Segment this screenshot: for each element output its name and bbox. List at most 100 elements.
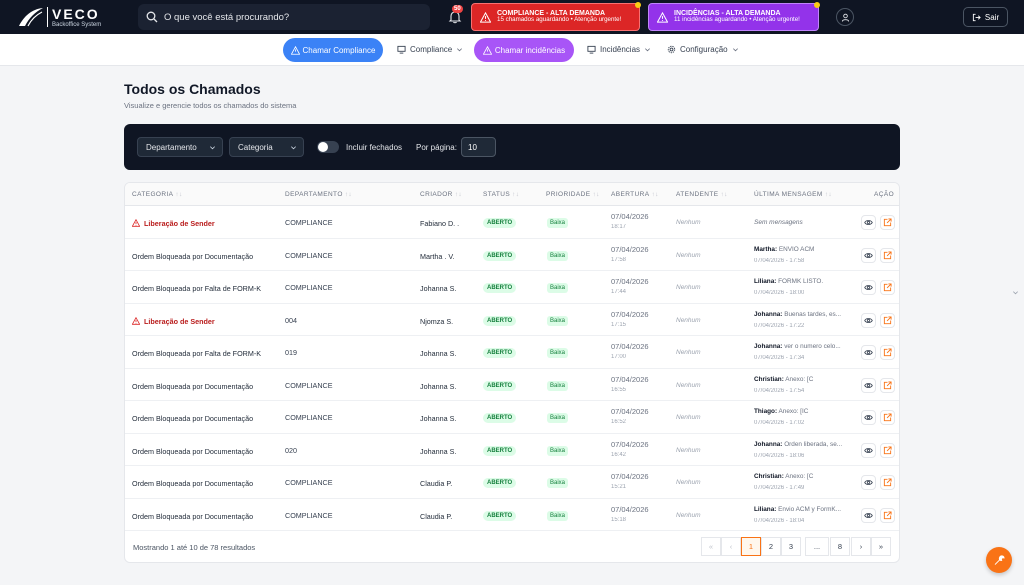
logout-button[interactable]: Sair (963, 7, 1008, 27)
logout-icon (972, 13, 981, 21)
open-button[interactable] (880, 475, 895, 490)
page-subtitle: Visualize e gerencie todos os chamados d… (124, 101, 297, 110)
chamar-incidencias-button[interactable]: Chamar incidências (474, 38, 574, 62)
external-edit-icon (883, 445, 892, 454)
last-message-text: Johanna: Orden liberada, se... (754, 440, 843, 448)
table-row[interactable]: Ordem Bloqueada por Documentação COMPLIAN… (125, 369, 899, 401)
compliance-alert[interactable]: COMPLIANCE - ALTA DEMANDA 15 chamados ag… (471, 2, 641, 31)
table-row[interactable]: Ordem Bloqueada por Documentação 020 Johan… (125, 434, 899, 466)
nav-configuracao-menu[interactable]: Configuração (667, 45, 739, 54)
col-departamento[interactable]: DEPARTAMENTO ↑↓ (285, 191, 353, 198)
open-button[interactable] (880, 410, 895, 425)
attendant-cell: Nenhum (676, 284, 701, 291)
last-message-date: 07/04/2026 - 18:04 (754, 517, 805, 524)
departamento-select[interactable]: Departamento (137, 137, 223, 157)
external-edit-icon (883, 413, 892, 422)
eye-icon (864, 220, 873, 225)
view-button[interactable] (861, 377, 876, 393)
page-button[interactable]: 8 (830, 537, 850, 556)
status-badge: ABERTO (483, 413, 517, 423)
status-badge: ABERTO (483, 283, 517, 293)
external-edit-icon (883, 218, 892, 227)
open-button[interactable] (880, 312, 895, 328)
last-message-text: Martha: ENVIO ACM (754, 245, 815, 253)
open-button[interactable] (880, 247, 895, 263)
incluir-fechados-toggle[interactable] (317, 141, 339, 153)
col-atendente[interactable]: ATENDENTE ↑↓ (676, 191, 728, 198)
col-criador[interactable]: CRIADOR ↑↓ (420, 191, 463, 198)
warning-icon (482, 45, 492, 55)
view-button[interactable] (861, 247, 876, 263)
status-badge: ABERTO (483, 218, 517, 228)
category-cell: Ordem Bloqueada por Falta de FORM-K (132, 349, 262, 358)
chevron-down-icon (457, 48, 463, 52)
next-page-button[interactable]: › (851, 537, 871, 556)
view-button[interactable] (861, 410, 876, 425)
search-input[interactable]: O que você está procurando? (138, 4, 430, 30)
col-prioridade[interactable]: PRIORIDADE ↑↓ (546, 191, 600, 198)
user-icon (841, 13, 849, 22)
eye-icon (864, 415, 873, 420)
open-button[interactable] (880, 377, 895, 393)
attendant-cell: Nenhum (676, 219, 701, 226)
table-row[interactable]: Ordem Bloqueada por Falta de FORM-K COMPL… (125, 271, 899, 304)
category-cell: Ordem Bloqueada por Documentação (132, 251, 254, 261)
table-row[interactable]: Ordem Bloqueada por Documentação COMPLIAN… (125, 401, 899, 434)
view-button[interactable] (861, 442, 876, 458)
open-button[interactable] (880, 215, 895, 230)
attendant-cell: Nenhum (676, 316, 701, 324)
table-row[interactable]: Ordem Bloqueada por Documentação COMPLIAN… (125, 239, 899, 271)
tools-fab-button[interactable] (986, 547, 1012, 573)
incidencias-alert-title: INCIDÊNCIAS - ALTA DEMANDA (674, 9, 781, 17)
nav-incidencias-menu[interactable]: Incidências (587, 45, 651, 54)
category-cell: Ordem Bloqueada por Falta de FORM-K (132, 284, 262, 293)
view-button[interactable] (861, 215, 876, 230)
category-cell: Ordem Bloqueada por Documentação (132, 511, 254, 521)
table-row[interactable]: Ordem Bloqueada por Documentação COMPLIAN… (125, 499, 899, 531)
status-badge: ABERTO (483, 380, 517, 391)
status-badge: ABERTO (483, 348, 517, 358)
col-ultima-mensagem[interactable]: ÚLTIMA MENSAGEM ↑↓ (754, 191, 833, 198)
table-row[interactable]: Ordem Bloqueada por Falta de FORM-K 019 Jo… (125, 336, 899, 369)
open-button[interactable] (880, 345, 895, 360)
view-button[interactable] (861, 345, 876, 360)
priority-badge: Baixa (547, 380, 569, 391)
open-button[interactable] (880, 280, 895, 295)
col-status[interactable]: STATUS ↑↓ (483, 191, 520, 198)
col-abertura[interactable]: ABERTURA ↑↓ (611, 191, 659, 198)
page-button[interactable]: 2 (761, 537, 781, 556)
opening-time: 16:42 (611, 451, 627, 458)
table-row[interactable]: Ordem Bloqueada por Documentação COMPLIAN… (125, 466, 899, 499)
nav-compliance-menu[interactable]: Compliance (397, 45, 463, 54)
chamar-compliance-button[interactable]: Chamar Compliance (283, 38, 383, 62)
external-edit-icon (883, 315, 892, 324)
prev-page-button[interactable]: ‹ (721, 537, 741, 556)
alert-dot (635, 2, 641, 8)
por-pagina-input[interactable]: 10 (461, 137, 496, 157)
open-button[interactable] (880, 507, 895, 523)
external-edit-icon (883, 283, 892, 292)
view-button[interactable] (861, 507, 876, 523)
categoria-select[interactable]: Categoria (229, 137, 304, 157)
table-row[interactable]: Liberação de Sender COMPLIANCE Fabiano D. … (125, 206, 899, 239)
last-page-button[interactable]: » (871, 537, 891, 556)
first-page-button[interactable]: « (701, 537, 721, 556)
opening-time: 17:15 (611, 321, 627, 328)
view-button[interactable] (861, 312, 876, 328)
open-button[interactable] (880, 442, 895, 458)
incidencias-alert[interactable]: INCIDÊNCIAS - ALTA DEMANDA 11 incidência… (648, 2, 820, 31)
table-row[interactable]: Liberação de Sender 004 Njomza S. ABERTO Bai… (125, 304, 899, 336)
col-categoria[interactable]: CATEGORIA ↑↓ (132, 191, 183, 198)
opening-date: 07/04/2026 (611, 439, 649, 449)
last-message-date: 07/04/2026 - 17:22 (754, 322, 805, 329)
user-menu-button[interactable] (836, 8, 854, 26)
chevron-down-icon[interactable] (1012, 289, 1019, 296)
page-button[interactable]: 1 (741, 537, 761, 556)
priority-badge: Baixa (547, 250, 569, 261)
view-button[interactable] (861, 280, 876, 295)
category-cell: Ordem Bloqueada por Documentação (132, 381, 254, 391)
logo[interactable]: VECO Backoffice System (18, 5, 128, 29)
opening-time: 17:58 (611, 256, 627, 263)
view-button[interactable] (861, 475, 876, 490)
page-button[interactable]: 3 (781, 537, 801, 556)
